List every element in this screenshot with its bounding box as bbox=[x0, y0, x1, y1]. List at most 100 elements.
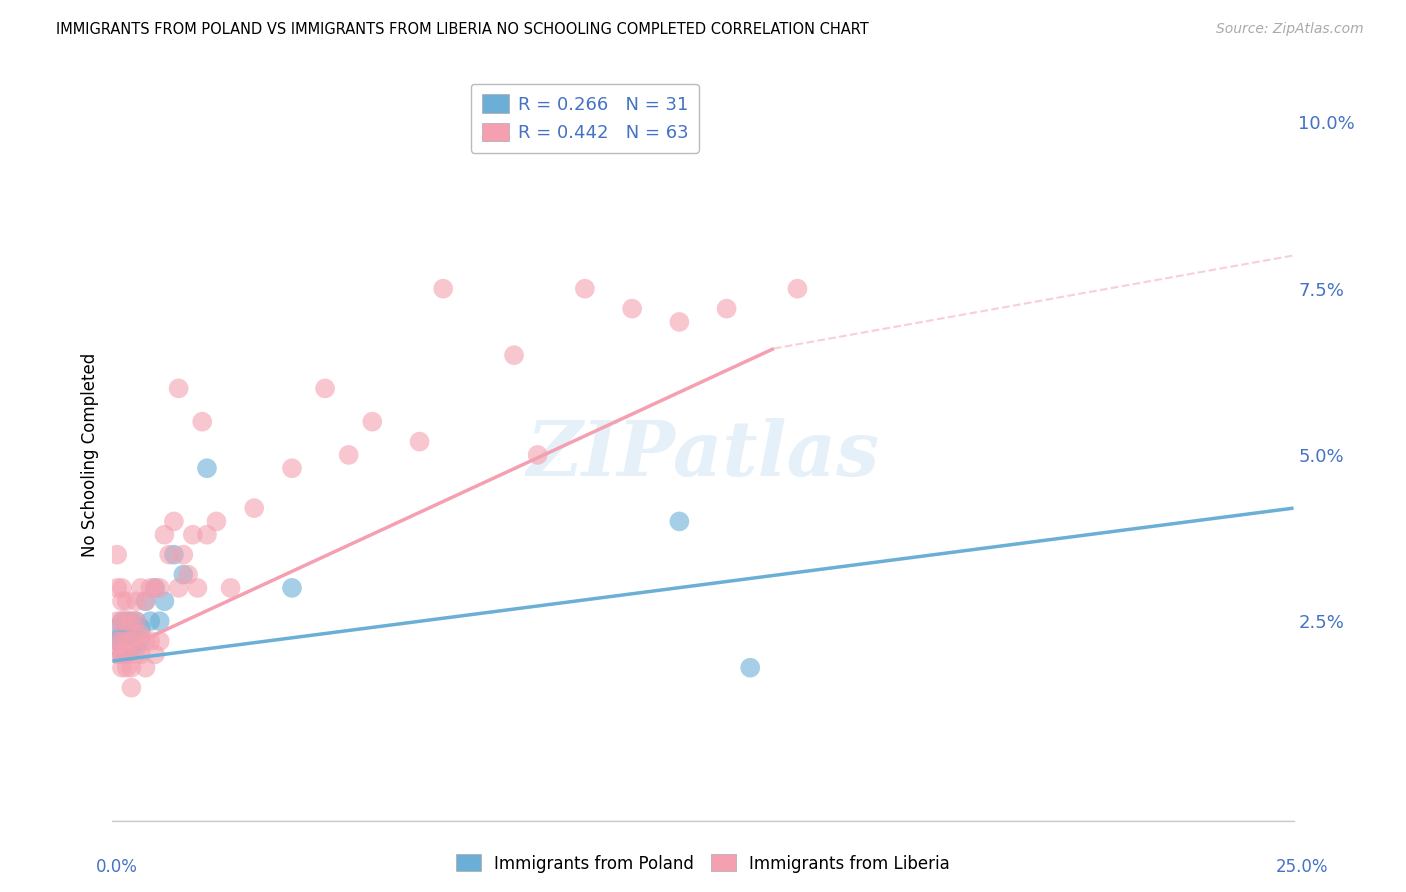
Point bbox=[115, 614, 138, 628]
Point bbox=[135, 661, 157, 675]
Point bbox=[786, 282, 808, 296]
Point bbox=[120, 614, 142, 628]
Point bbox=[111, 627, 134, 641]
Point bbox=[125, 594, 148, 608]
Point bbox=[195, 527, 218, 541]
Point bbox=[361, 415, 384, 429]
Point bbox=[243, 501, 266, 516]
Point bbox=[186, 581, 208, 595]
Text: 0.0%: 0.0% bbox=[96, 858, 138, 876]
Point bbox=[105, 581, 128, 595]
Point bbox=[149, 581, 172, 595]
Point bbox=[111, 661, 134, 675]
Point bbox=[105, 648, 128, 662]
Point bbox=[115, 661, 138, 675]
Point bbox=[139, 581, 162, 595]
Text: 25.0%: 25.0% bbox=[1277, 858, 1329, 876]
Point bbox=[129, 648, 152, 662]
Point bbox=[157, 548, 180, 562]
Point bbox=[129, 581, 152, 595]
Point bbox=[668, 515, 690, 529]
Point bbox=[172, 567, 194, 582]
Point bbox=[111, 634, 134, 648]
Point bbox=[621, 301, 644, 316]
Point bbox=[281, 461, 304, 475]
Point bbox=[143, 581, 166, 595]
Point bbox=[172, 548, 194, 562]
Point bbox=[111, 634, 134, 648]
Point bbox=[115, 648, 138, 662]
Text: ZIPatlas: ZIPatlas bbox=[526, 418, 880, 491]
Point bbox=[167, 381, 190, 395]
Point bbox=[135, 634, 157, 648]
Point bbox=[167, 581, 190, 595]
Point bbox=[105, 548, 128, 562]
Point bbox=[314, 381, 336, 395]
Point bbox=[139, 614, 162, 628]
Point bbox=[177, 567, 200, 582]
Point bbox=[432, 282, 454, 296]
Point bbox=[668, 315, 690, 329]
Point bbox=[115, 621, 138, 635]
Point bbox=[120, 681, 142, 695]
Point bbox=[153, 594, 176, 608]
Point bbox=[503, 348, 526, 362]
Point bbox=[574, 282, 596, 296]
Point bbox=[111, 614, 134, 628]
Point bbox=[115, 648, 138, 662]
Point bbox=[115, 634, 138, 648]
Point bbox=[111, 648, 134, 662]
Point bbox=[139, 634, 162, 648]
Text: Source: ZipAtlas.com: Source: ZipAtlas.com bbox=[1216, 22, 1364, 37]
Point bbox=[120, 661, 142, 675]
Point bbox=[115, 614, 138, 628]
Text: IMMIGRANTS FROM POLAND VS IMMIGRANTS FROM LIBERIA NO SCHOOLING COMPLETED CORRELA: IMMIGRANTS FROM POLAND VS IMMIGRANTS FRO… bbox=[56, 22, 869, 37]
Point bbox=[115, 634, 138, 648]
Point bbox=[125, 648, 148, 662]
Point bbox=[120, 627, 142, 641]
Point bbox=[143, 581, 166, 595]
Point bbox=[195, 461, 218, 475]
Point bbox=[115, 640, 138, 655]
Point bbox=[105, 634, 128, 648]
Point bbox=[143, 648, 166, 662]
Point bbox=[120, 640, 142, 655]
Point bbox=[125, 614, 148, 628]
Point bbox=[129, 627, 152, 641]
Point bbox=[129, 621, 152, 635]
Point bbox=[153, 527, 176, 541]
Point bbox=[163, 548, 186, 562]
Point bbox=[526, 448, 548, 462]
Point bbox=[149, 634, 172, 648]
Legend: R = 0.266   N = 31, R = 0.442   N = 63: R = 0.266 N = 31, R = 0.442 N = 63 bbox=[471, 84, 699, 153]
Point bbox=[125, 614, 148, 628]
Point bbox=[219, 581, 242, 595]
Legend: Immigrants from Poland, Immigrants from Liberia: Immigrants from Poland, Immigrants from … bbox=[450, 847, 956, 880]
Point bbox=[105, 614, 128, 628]
Point bbox=[191, 415, 214, 429]
Point bbox=[716, 301, 738, 316]
Point bbox=[125, 627, 148, 641]
Point bbox=[135, 594, 157, 608]
Point bbox=[111, 594, 134, 608]
Point bbox=[740, 661, 762, 675]
Point bbox=[149, 614, 172, 628]
Point bbox=[115, 594, 138, 608]
Point bbox=[181, 527, 204, 541]
Point bbox=[205, 515, 228, 529]
Point bbox=[120, 634, 142, 648]
Point bbox=[125, 640, 148, 655]
Point bbox=[120, 614, 142, 628]
Y-axis label: No Schooling Completed: No Schooling Completed bbox=[80, 353, 98, 557]
Point bbox=[111, 648, 134, 662]
Point bbox=[125, 627, 148, 641]
Point bbox=[111, 581, 134, 595]
Point bbox=[105, 634, 128, 648]
Point bbox=[111, 614, 134, 628]
Point bbox=[129, 634, 152, 648]
Point bbox=[115, 627, 138, 641]
Point bbox=[135, 594, 157, 608]
Point bbox=[105, 621, 128, 635]
Point bbox=[408, 434, 430, 449]
Point bbox=[281, 581, 304, 595]
